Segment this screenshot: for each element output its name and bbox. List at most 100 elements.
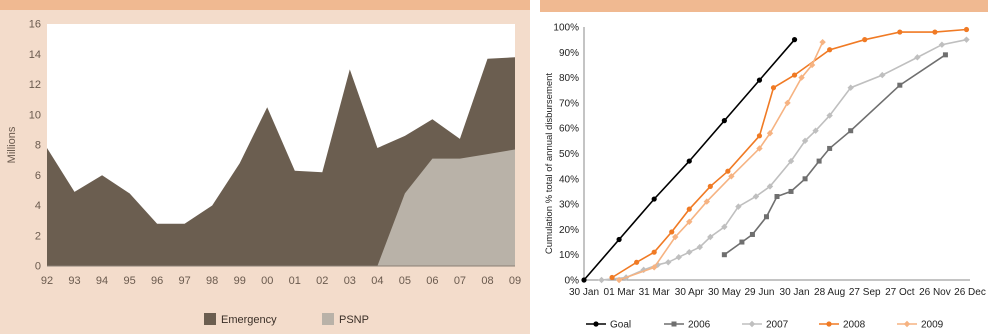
x-tick-label: 97 bbox=[179, 275, 191, 287]
data-point-2006 bbox=[774, 194, 780, 200]
legend-marker-goal bbox=[593, 321, 599, 327]
y-axis-label: Millions bbox=[6, 126, 18, 163]
data-point-2006 bbox=[816, 158, 822, 164]
y-tick-label: 50% bbox=[559, 149, 579, 160]
x-tick-label: 98 bbox=[206, 275, 218, 287]
y-tick-label: 0 bbox=[35, 261, 41, 273]
y-tick-label: 60% bbox=[559, 124, 579, 135]
x-tick-label: 92 bbox=[41, 275, 53, 287]
data-point-goal bbox=[651, 196, 657, 202]
data-point-2008 bbox=[609, 274, 615, 281]
y-tick-label: 40% bbox=[559, 174, 579, 185]
data-point-2008 bbox=[963, 26, 970, 33]
data-point-2006 bbox=[788, 188, 794, 194]
x-tick-label: 30 Jan bbox=[780, 287, 810, 298]
x-tick-label: 26 Dec bbox=[954, 287, 986, 298]
y-tick-label: 70% bbox=[559, 98, 579, 109]
x-tick-label: 09 bbox=[509, 275, 521, 287]
y-tick-label: 10% bbox=[559, 250, 579, 261]
data-point-2007 bbox=[879, 71, 886, 79]
x-tick-label: 30 Jan bbox=[569, 287, 599, 298]
legend-marker-2006 bbox=[671, 321, 677, 327]
data-point-2008 bbox=[756, 133, 763, 139]
x-tick-label: 05 bbox=[399, 275, 411, 287]
disbursement-line-chart: 0% 10% 20% 30% 40% 50% 60% 70% 80% 90% 100% 30 Jan 0… bbox=[540, 0, 988, 334]
data-point-2008 bbox=[651, 249, 657, 255]
x-tick-label: 96 bbox=[151, 275, 163, 287]
data-point-2006 bbox=[749, 231, 755, 237]
legend-label-psnp: PSNP bbox=[339, 314, 369, 326]
data-point-2008 bbox=[897, 29, 903, 35]
y-tick-label: 90% bbox=[559, 48, 579, 59]
x-tick-label: 27 Sep bbox=[849, 287, 881, 298]
x-tick-label: 99 bbox=[234, 275, 246, 287]
data-point-2006 bbox=[942, 52, 948, 58]
data-point-2007 bbox=[801, 137, 809, 145]
plot-area bbox=[584, 27, 970, 280]
legend-marker-2009 bbox=[903, 320, 911, 328]
data-point-2007 bbox=[826, 112, 833, 119]
data-point-2007 bbox=[812, 127, 819, 134]
area-series-psnp bbox=[377, 149, 515, 266]
data-point-2007 bbox=[707, 233, 714, 241]
data-point-2006 bbox=[897, 82, 903, 88]
data-point-2008 bbox=[862, 37, 868, 43]
data-point-2008 bbox=[634, 259, 640, 265]
data-point-2006 bbox=[827, 145, 833, 151]
data-point-2009 bbox=[686, 218, 693, 226]
y-tick-label: 6 bbox=[35, 170, 41, 182]
data-point-2008 bbox=[827, 47, 833, 53]
disbursement-panel: 0% 10% 20% 30% 40% 50% 60% 70% 80% 90% 100% 30 Jan 0… bbox=[540, 0, 988, 334]
y-tick-label: 8 bbox=[35, 140, 41, 152]
legend-label-emergency: Emergency bbox=[221, 314, 277, 326]
legend-label-goal: Goal bbox=[610, 320, 631, 331]
legend-label-2009: 2009 bbox=[921, 320, 944, 331]
data-point-goal bbox=[721, 118, 727, 124]
y-tick-label: 20% bbox=[559, 225, 579, 236]
x-tick-label: 94 bbox=[96, 275, 108, 287]
top-band bbox=[0, 0, 530, 10]
legend-swatch-emergency bbox=[204, 313, 216, 325]
data-point-2007 bbox=[938, 41, 946, 48]
data-point-2009 bbox=[766, 130, 774, 137]
y-axis-label: Cumulation % total of annual disbursemen… bbox=[544, 73, 555, 254]
data-point-goal bbox=[581, 277, 587, 283]
y-tick-label: 14 bbox=[29, 49, 41, 61]
data-point-goal bbox=[616, 236, 622, 243]
emergency-psnp-panel: 0 2 4 6 8 10 12 14 16 92 93 94 95 96 97 98 99 00 01 02 03 04 0… bbox=[0, 0, 530, 334]
x-tick-label: 30 Apr bbox=[675, 287, 705, 298]
y-tick-label: 10 bbox=[29, 109, 41, 121]
x-tick-label: 27 Oct bbox=[885, 287, 915, 298]
data-point-2007 bbox=[766, 183, 774, 190]
data-point-2007 bbox=[787, 157, 795, 165]
y-tick-label: 16 bbox=[29, 19, 41, 31]
data-point-2008 bbox=[707, 183, 713, 189]
x-tick-label: 02 bbox=[316, 275, 328, 287]
data-point-goal bbox=[686, 158, 692, 164]
x-tick-label: 28 Aug bbox=[814, 287, 845, 298]
legend-marker-2007 bbox=[748, 320, 756, 328]
data-point-2007 bbox=[847, 84, 854, 91]
x-tick-label: 03 bbox=[344, 275, 356, 287]
data-point-goal bbox=[756, 77, 763, 83]
x-tick-label: 93 bbox=[68, 275, 80, 287]
y-tick-label: 80% bbox=[559, 73, 579, 84]
x-tick-label: 01 bbox=[289, 275, 301, 287]
x-tick-label: 26 Nov bbox=[919, 287, 951, 298]
legend-marker-2008 bbox=[826, 321, 832, 327]
y-tick-label: 4 bbox=[35, 200, 41, 212]
x-tick-label: 30 May bbox=[708, 287, 741, 298]
data-point-2008 bbox=[770, 85, 777, 91]
legend-label-2007: 2007 bbox=[766, 320, 789, 331]
x-tick-label: 07 bbox=[454, 275, 466, 287]
x-tick-label: 08 bbox=[481, 275, 493, 287]
x-tick-label: 29 Jun bbox=[744, 287, 774, 298]
x-tick-label: 06 bbox=[426, 275, 438, 287]
y-tick-label: 30% bbox=[559, 200, 579, 211]
legend-label-2008: 2008 bbox=[843, 320, 866, 331]
y-tick-label: 0% bbox=[565, 276, 580, 287]
series-line-2007 bbox=[601, 38, 967, 281]
data-point-goal bbox=[791, 37, 798, 43]
data-point-2008 bbox=[686, 206, 692, 212]
data-point-2006 bbox=[848, 128, 854, 134]
